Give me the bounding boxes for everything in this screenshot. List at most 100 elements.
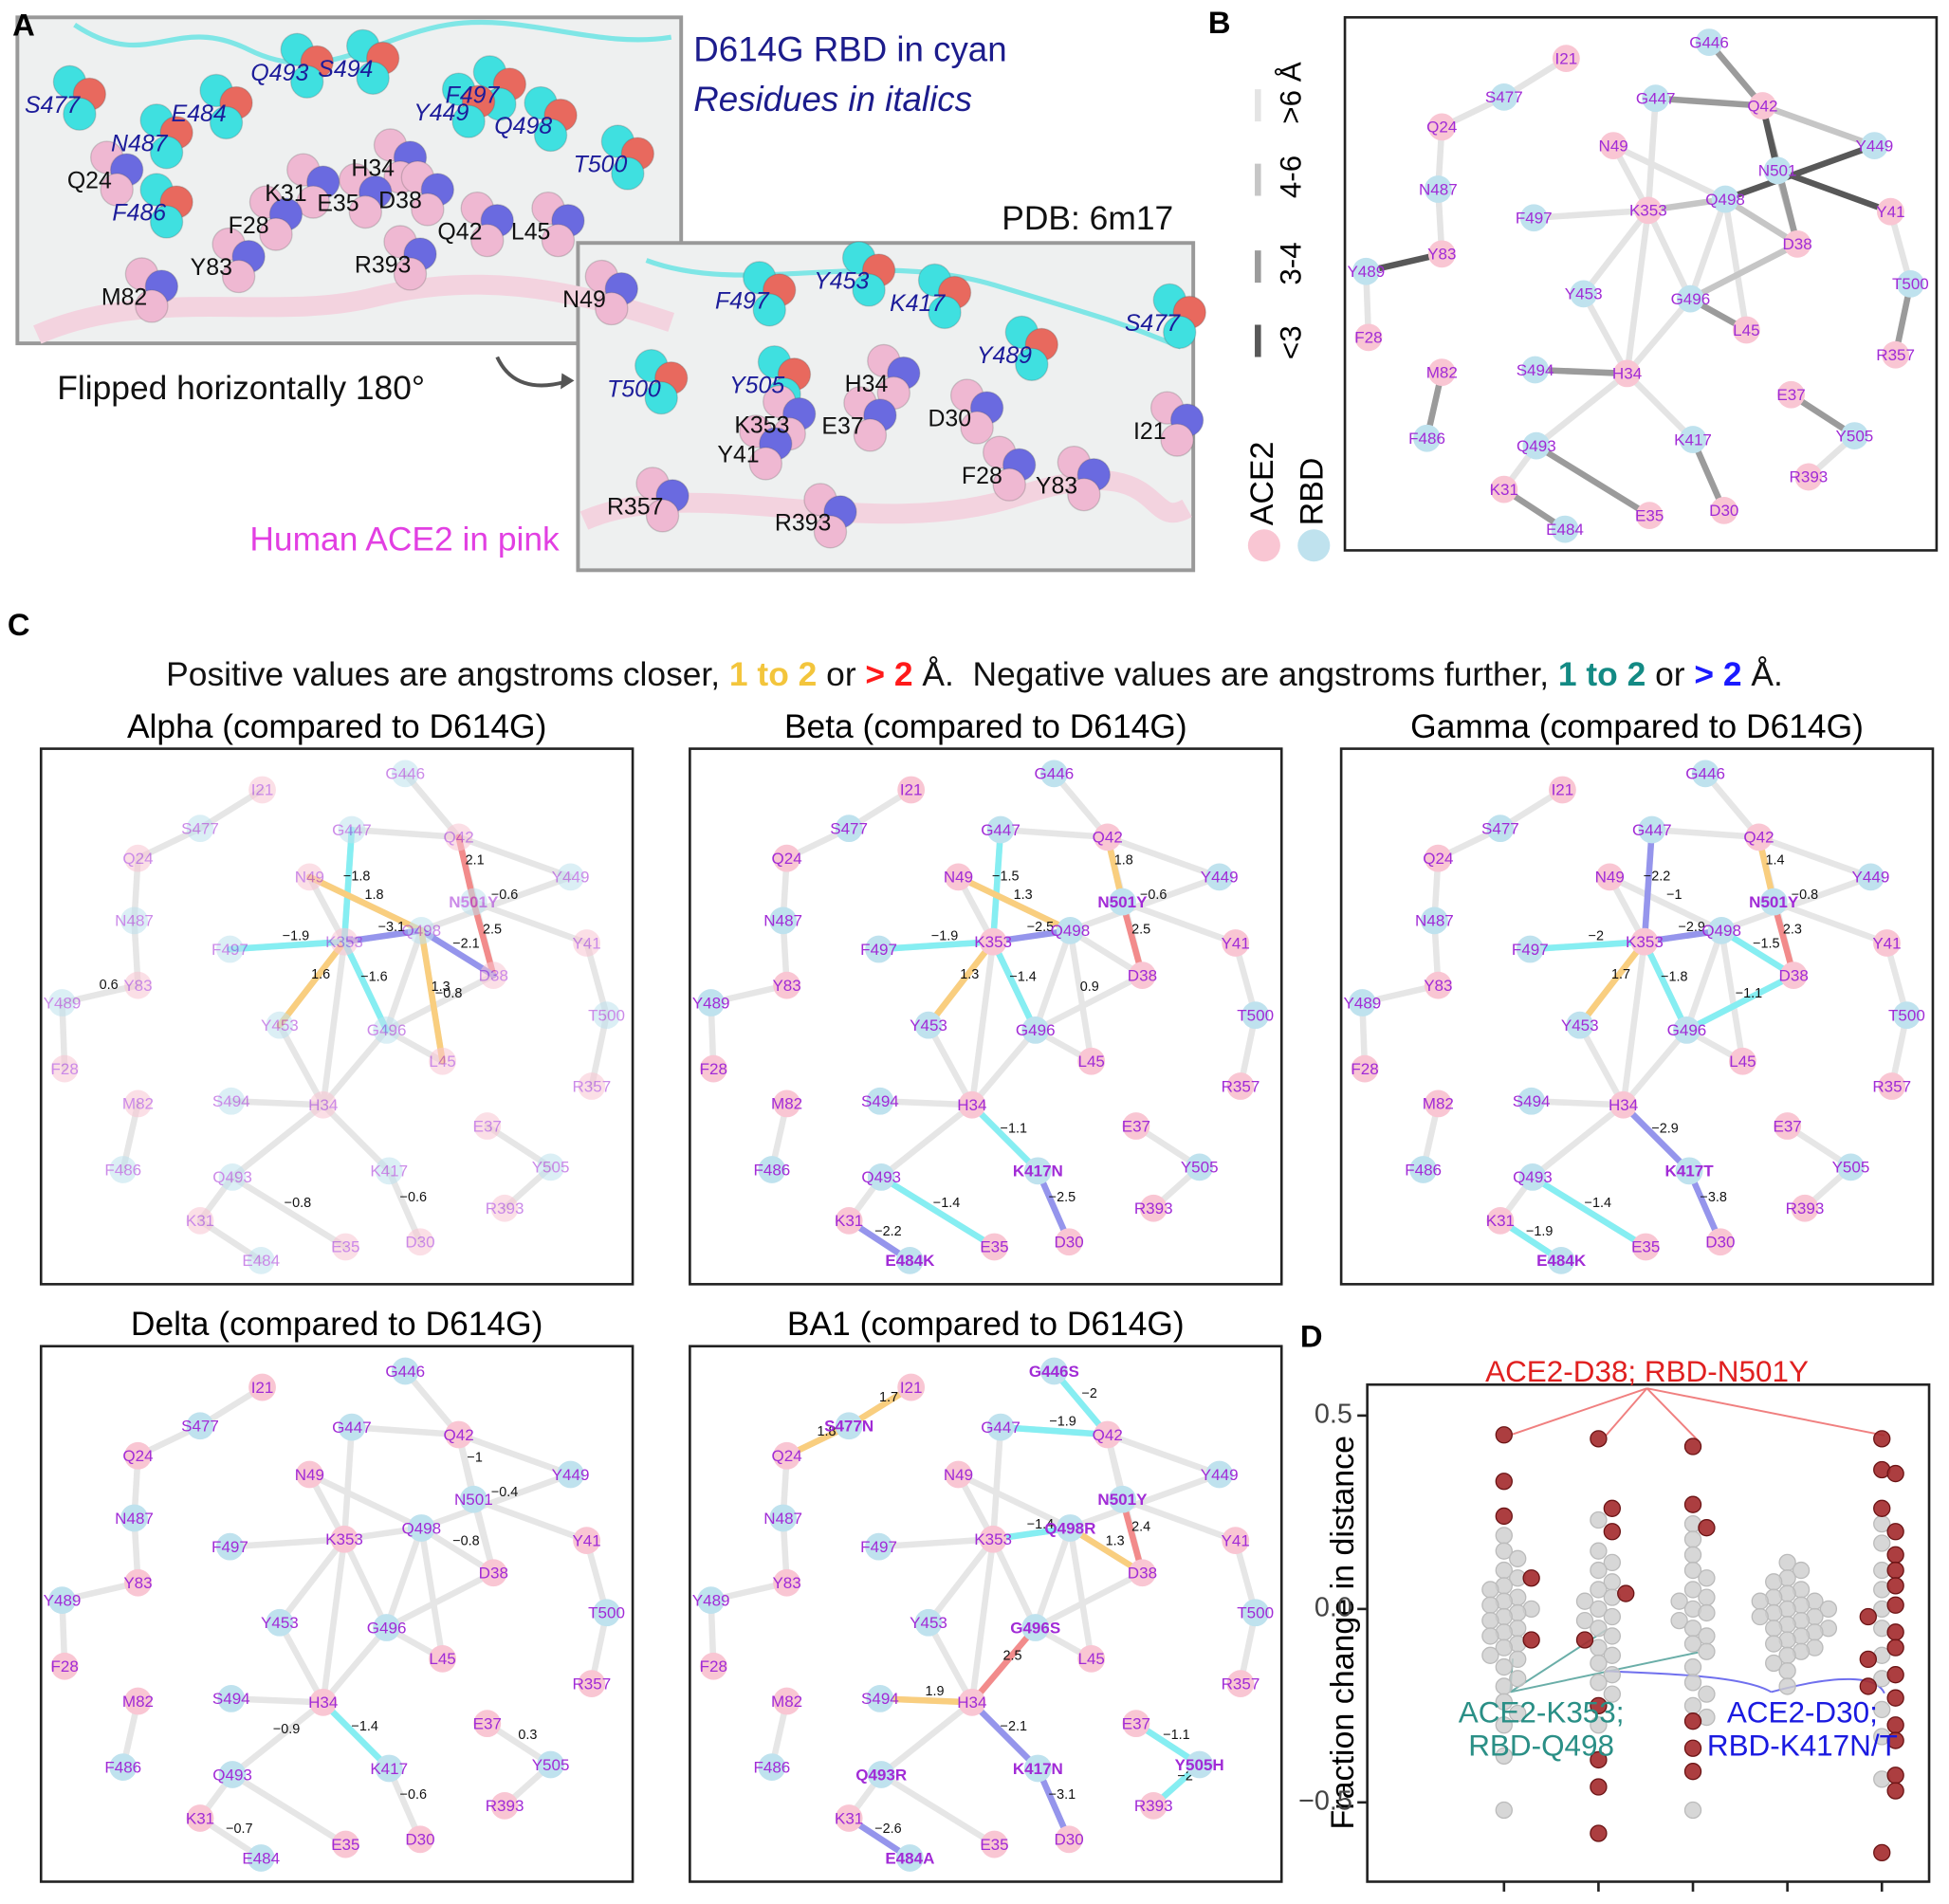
highlight-point xyxy=(1886,1666,1904,1684)
residue-node xyxy=(1055,1228,1083,1256)
residue-node-label: K353 xyxy=(1629,202,1667,220)
residue-node-label: K353 xyxy=(974,1530,1012,1548)
residue-node xyxy=(266,1608,294,1637)
residue-label: N487 xyxy=(111,131,169,157)
changed-edge xyxy=(1620,1101,1693,1175)
residue-node xyxy=(459,1485,487,1513)
residue-node xyxy=(1490,475,1518,503)
residue-node-label: R357 xyxy=(1222,1675,1260,1693)
residue-node-label: D30 xyxy=(1054,1234,1083,1252)
contact-edge xyxy=(348,1423,462,1438)
contact-edge xyxy=(1718,927,1746,1065)
residue-node-label: N501 xyxy=(454,1491,493,1509)
residue-node xyxy=(895,1247,924,1274)
residue-node xyxy=(1893,1001,1921,1030)
contact-edge xyxy=(877,1101,976,1181)
residue-node xyxy=(1873,929,1901,957)
residue-node-label: N487 xyxy=(1415,912,1454,930)
atom-sphere xyxy=(960,411,994,445)
residue-node xyxy=(247,1844,275,1872)
change-label: −1.1 xyxy=(1736,986,1762,1001)
point xyxy=(1698,1685,1716,1703)
contact-edge xyxy=(1721,195,1750,334)
residue-node-label: N501Y xyxy=(1749,893,1799,911)
change-label: 0.3 xyxy=(518,1728,537,1743)
contact-edge xyxy=(418,873,574,934)
residue-node xyxy=(248,776,276,804)
residue-node-label: Q42 xyxy=(444,1426,474,1444)
highlight-point xyxy=(1886,1546,1904,1564)
change-label: 0.6 xyxy=(100,978,119,993)
distance-legend-label: >6 Å xyxy=(1274,62,1307,123)
legend-segment: Å. Negative values are angstroms further… xyxy=(913,656,1558,693)
changed-edge xyxy=(276,938,348,1029)
residue-node xyxy=(295,863,323,891)
residue-node xyxy=(1673,1016,1701,1044)
residue-node-label: F497 xyxy=(1512,941,1549,959)
residue-node xyxy=(218,1163,247,1191)
residue-node-label: L45 xyxy=(1077,1053,1104,1071)
residue-label: T500 xyxy=(607,375,661,402)
highlight-point xyxy=(1886,1689,1904,1707)
changed-edge xyxy=(955,873,1074,934)
residue-node-label: R393 xyxy=(1786,1199,1825,1217)
residue-node xyxy=(914,1608,943,1637)
point xyxy=(1683,1561,1702,1580)
residue-node-label: Q498 xyxy=(401,1519,441,1537)
changed-edge xyxy=(1683,972,1797,1034)
residue-node xyxy=(1570,280,1598,308)
residue-node-label: I21 xyxy=(1552,781,1574,799)
point xyxy=(1481,1611,1499,1630)
residue-label: Y449 xyxy=(414,100,469,126)
residue-node-label: T500 xyxy=(1888,1006,1925,1024)
residue-node xyxy=(490,1194,519,1222)
residue-node xyxy=(1710,497,1738,524)
residue-node xyxy=(1226,1670,1255,1698)
residue-node xyxy=(266,1011,294,1039)
point xyxy=(1765,1635,1783,1653)
residue-node-label: H34 xyxy=(957,1096,986,1114)
residue-node-label: K31 xyxy=(835,1212,863,1230)
point xyxy=(1873,1534,1891,1552)
residue-node-label: S494 xyxy=(861,1690,899,1708)
residue-node xyxy=(1642,84,1670,113)
changed-edge xyxy=(997,1423,1112,1438)
residue-node-label: K353 xyxy=(1626,933,1664,951)
residue-node-label: N501Y xyxy=(449,893,499,911)
y-tick-label: 0.5 xyxy=(1315,1400,1352,1430)
residue-node-label: Q493 xyxy=(1513,1168,1553,1186)
changed-edge xyxy=(1529,1174,1649,1251)
variant-title: BA1 (compared to D614G) xyxy=(787,1306,1185,1343)
residue-node xyxy=(120,906,148,935)
point xyxy=(1495,1801,1513,1820)
residue-node-label: S494 xyxy=(1517,361,1554,379)
highlight-point xyxy=(1886,1561,1904,1580)
residue-node-label: S494 xyxy=(1513,1092,1551,1110)
atom-sphere xyxy=(1067,477,1101,512)
residue-node xyxy=(1109,888,1136,916)
changed-edge xyxy=(989,938,1039,1034)
residue-node-label: N49 xyxy=(295,1466,324,1484)
contact-edge xyxy=(1687,241,1801,302)
residue-node-label: K353 xyxy=(325,1530,363,1548)
residue-node xyxy=(578,1670,606,1698)
change-label: −2 xyxy=(1082,1386,1097,1401)
residue-node xyxy=(1779,961,1808,990)
residue-label: K31 xyxy=(265,180,306,207)
change-label: −2.1 xyxy=(452,937,479,952)
point xyxy=(1590,1542,1608,1560)
residue-label: Y41 xyxy=(717,442,759,468)
point xyxy=(1481,1596,1499,1614)
residue-node-label: Q24 xyxy=(122,1447,153,1465)
contact-edge xyxy=(1067,927,1094,1065)
residue-node-label: G496 xyxy=(1667,1021,1707,1039)
contact-edge xyxy=(1067,1471,1223,1531)
legend-segment: 1 to 2 xyxy=(1558,656,1646,693)
changed-edge xyxy=(340,826,356,945)
change-label: −1.9 xyxy=(1526,1224,1553,1239)
residue-node-label: Y489 xyxy=(44,1591,82,1609)
residue-node xyxy=(1424,1089,1452,1118)
residue-label: L45 xyxy=(511,218,551,245)
residue-node xyxy=(330,1525,359,1553)
residue-node xyxy=(1129,1559,1156,1587)
